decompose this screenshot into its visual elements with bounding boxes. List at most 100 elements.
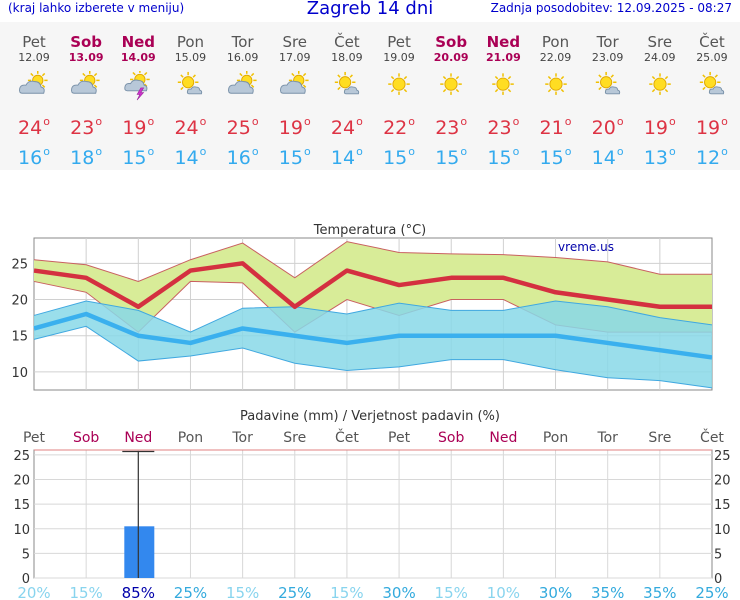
location-menu-hint[interactable]: (kraj lahko izberete v meniju) (8, 1, 185, 15)
precipitation-probability-label: 15% (435, 584, 468, 600)
precipitation-day-label: Sob (73, 430, 99, 446)
precipitation-tick-label-left: 15 (13, 498, 30, 513)
sunny-icon (440, 73, 462, 95)
precipitation-tick-label-left: 0 (22, 572, 30, 587)
max-temperature: 20o (591, 115, 624, 139)
forecast-day: Pon 22.09 21o 15o (530, 22, 582, 169)
precipitation-probability-label: 10% (487, 584, 520, 600)
sunny-icon (649, 73, 671, 95)
forecast-day: Pon 15.09 24o 14o (164, 22, 216, 169)
day-name: Ned (121, 33, 156, 51)
precipitation-day-label: Ned (489, 430, 517, 446)
daily-forecast-strip: Pet 12.09 24o 16o Sob 13.09 23o 18o Ned 14.09 19o 1… (0, 22, 740, 170)
day-date: 19.09 (383, 51, 415, 64)
min-temperature-line (33, 311, 713, 360)
precipitation-day-label: Čet (335, 428, 359, 446)
precipitation-tick-label-left: 25 (13, 449, 30, 464)
max-temperature: 19o (278, 115, 311, 139)
precipitation-probability-label: 15% (226, 584, 259, 600)
precipitation-probability-label: 30% (539, 584, 572, 600)
forecast-day: Sre 24.09 19o 13o (634, 22, 686, 169)
mostly-sunny-icon (178, 71, 203, 95)
min-temperature: 16o (226, 145, 259, 169)
forecast-day: Sre 17.09 19o 15o (269, 22, 321, 169)
partly-cloudy-icon (227, 71, 257, 94)
precipitation-tick-label-right: 20 (714, 474, 731, 489)
temperature-tick-label: 15 (11, 330, 28, 345)
day-name: Pon (176, 33, 205, 51)
max-temperature: 21o (539, 115, 572, 139)
day-name: Ned (486, 33, 521, 51)
day-name: Čet (699, 33, 725, 51)
max-temperature: 24o (18, 115, 50, 139)
range-band-upper-edge (33, 300, 713, 333)
precipitation-tick-label-right: 0 (714, 572, 722, 587)
day-name: Pet (387, 33, 411, 51)
precipitation-tick-label-left: 5 (22, 547, 30, 562)
forecast-day: Tor 23.09 20o 14o (582, 22, 634, 169)
forecast-day: Tor 16.09 25o 16o (217, 22, 269, 169)
day-name: Tor (596, 33, 619, 51)
min-temperature: 14o (330, 145, 363, 169)
forecast-day: Čet 25.09 19o 12o (686, 22, 738, 169)
precipitation-tick-label-left: 20 (13, 474, 30, 489)
thunderstorm-icon (124, 71, 151, 101)
precipitation-day-label: Sob (438, 430, 464, 446)
precipitation-tick-label-right: 10 (714, 523, 731, 538)
day-date: 20.09 (433, 51, 469, 64)
day-date: 13.09 (68, 51, 104, 64)
precipitation-day-label: Pon (178, 430, 203, 446)
precipitation-day-label: Pet (23, 430, 46, 446)
precipitation-probability-label: 15% (69, 584, 102, 600)
day-name: Pet (22, 33, 46, 51)
max-temperature: 19o (122, 115, 155, 139)
precipitation-day-label: Čet (700, 428, 724, 446)
min-temperature: 15o (539, 145, 572, 169)
precipitation-tick-label-right: 5 (714, 547, 722, 562)
partly-cloudy-icon (279, 71, 309, 94)
top-bar: (kraj lahko izberete v meniju) Zagreb 14… (0, 0, 740, 22)
min-temperature: 14o (591, 145, 624, 169)
temperature-tick-label: 20 (11, 294, 28, 309)
sunny-icon (388, 73, 410, 95)
max-temperature: 23o (70, 115, 103, 139)
precipitation-probability-label: 85% (122, 584, 155, 600)
day-name: Čet (334, 33, 360, 51)
temperature-chart-title: Temperatura (°C) (313, 223, 426, 238)
forecast-day: Ned 21.09 23o 15o (477, 22, 529, 169)
forecast-day: Sob 13.09 23o 18o (60, 22, 112, 169)
precipitation-probability-label: 30% (382, 584, 415, 600)
range-band-lower-edge (33, 325, 713, 389)
sunny-icon (544, 73, 567, 95)
day-date: 18.09 (331, 51, 363, 64)
min-temperature: 15o (487, 145, 520, 169)
max-temperature: 19o (643, 115, 676, 139)
min-temperature: 18o (70, 145, 103, 169)
precipitation-day-label: Sre (648, 430, 671, 446)
day-name: Pon (541, 33, 570, 51)
temperature-tick-label: 10 (11, 366, 28, 381)
forecast-day: Pet 19.09 22o 15o (373, 22, 425, 169)
mostly-sunny-icon (334, 71, 360, 95)
precipitation-probability-label: 35% (643, 584, 676, 600)
mostly-sunny-icon (595, 71, 620, 95)
precipitation-probability-label: 35% (591, 584, 624, 600)
partly-cloudy-icon (71, 71, 100, 94)
min-temperature: 12o (695, 145, 728, 169)
min-temperature-range-band (34, 300, 712, 388)
precipitation-tick-label-left: 10 (13, 523, 30, 538)
min-temperature: 15o (435, 145, 468, 169)
forecast-day: Čet 18.09 24o 14o (321, 22, 373, 169)
day-date: 12.09 (18, 51, 50, 64)
day-date: 22.09 (539, 51, 572, 64)
max-temperature-line (33, 261, 712, 310)
max-temperature: 24o (174, 115, 207, 139)
precipitation-probability-label: 15% (330, 584, 363, 600)
max-temperature: 22o (383, 115, 415, 139)
forecast-day: Pet 12.09 24o 16o (8, 22, 60, 169)
day-date: 14.09 (120, 51, 156, 64)
precipitation-probability-label: 25% (174, 584, 207, 600)
max-temperature: 23o (487, 115, 520, 139)
mostly-sunny-icon (699, 71, 725, 95)
